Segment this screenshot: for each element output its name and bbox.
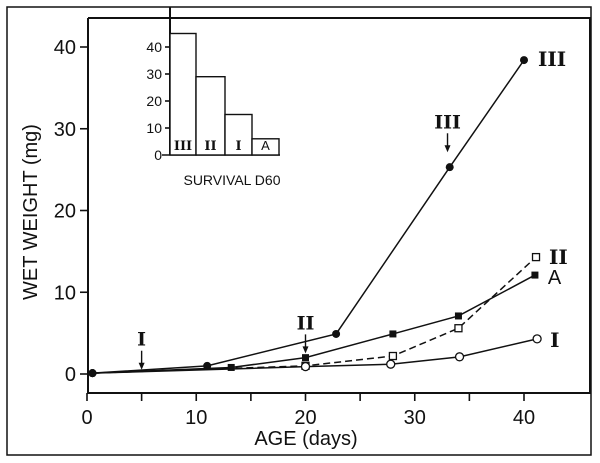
- y-tick-label: 20: [54, 201, 76, 223]
- inset-bar-label: A: [261, 138, 270, 153]
- inset-y-tick-label: 20: [146, 93, 162, 109]
- x-tick-label: 0: [81, 407, 92, 429]
- x-tick-label: 30: [404, 407, 426, 429]
- inset-bar-label: II: [204, 139, 216, 154]
- data-point: [302, 354, 309, 362]
- annotation-arrow: II: [297, 312, 315, 354]
- annotation-label: III: [434, 111, 461, 133]
- annotation-label: II: [297, 312, 315, 334]
- annotation-arrow: III: [434, 111, 461, 153]
- series-line: [92, 274, 536, 374]
- x-tick-label: 40: [513, 407, 535, 429]
- outer-frame: [6, 6, 592, 456]
- data-point: [531, 252, 541, 262]
- arrow-head-icon: [138, 362, 145, 370]
- y-tick-label: 30: [54, 119, 76, 141]
- plot-frame: [87, 17, 591, 394]
- inset-bar-ii: [195, 75, 226, 156]
- data-point: [388, 351, 398, 361]
- inset-x-axis-label: SURVIVAL D60: [183, 172, 280, 188]
- inset-y-tick-label: 30: [146, 66, 162, 82]
- series-label: I: [550, 328, 559, 352]
- series-label: III: [538, 47, 566, 71]
- inset-y-tick-label: 40: [146, 39, 162, 55]
- inset-bar-iii: [169, 32, 197, 156]
- inset-bar-a: [251, 138, 280, 156]
- inset-bar-label: I: [235, 139, 241, 154]
- data-point: [88, 369, 97, 378]
- series-a: A: [88, 267, 562, 378]
- data-point: [454, 324, 463, 333]
- data-point: [445, 163, 454, 172]
- x-tick-label: 20: [294, 407, 316, 429]
- data-point: [454, 352, 465, 362]
- series-line: [92, 338, 538, 374]
- series-i: I: [88, 328, 559, 378]
- data-point: [227, 363, 235, 371]
- inset-bar-i: [224, 113, 253, 156]
- series-label: A: [548, 267, 562, 289]
- annotation-arrow: I: [137, 329, 146, 370]
- inset-bar-label: III: [174, 139, 192, 154]
- arrow-head-icon: [444, 145, 451, 153]
- data-point: [300, 361, 311, 372]
- data-point: [386, 359, 396, 369]
- y-tick-label: 0: [65, 364, 76, 386]
- x-axis-label: AGE (days): [254, 428, 357, 450]
- data-point: [332, 329, 341, 338]
- data-point: [389, 330, 397, 338]
- annotation-label: I: [137, 329, 146, 351]
- arrow-head-icon: [302, 346, 309, 354]
- inset-y-tick-label: 10: [146, 120, 162, 136]
- y-tick-label: 10: [54, 282, 76, 304]
- data-point: [532, 334, 542, 344]
- series-ii: II: [88, 245, 568, 378]
- data-point: [520, 56, 528, 65]
- data-point: [531, 271, 539, 279]
- data-point: [454, 312, 462, 320]
- series-label: II: [549, 245, 568, 269]
- x-tick-label: 10: [185, 407, 207, 429]
- y-tick-label: 40: [54, 37, 76, 59]
- inset-y-tick-label: 0: [154, 147, 162, 163]
- y-axis-label: WET WEIGHT (mg): [20, 124, 42, 300]
